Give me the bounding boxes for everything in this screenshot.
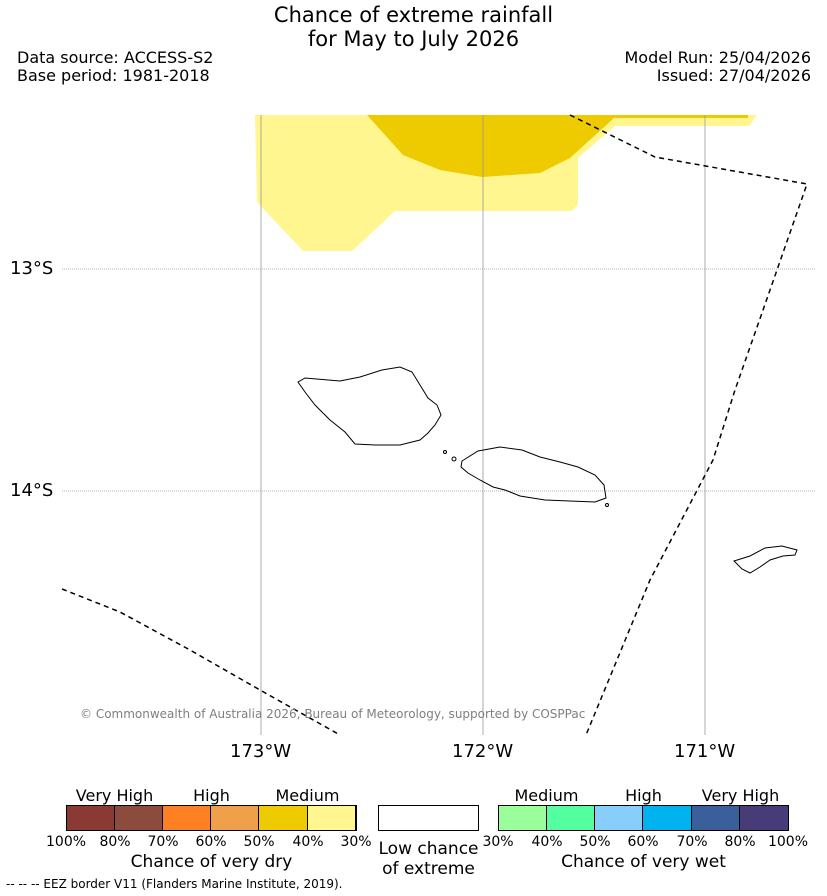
data-source: Data source: ACCESS-S2 xyxy=(17,48,214,67)
map-title-line2: for May to July 2026 xyxy=(307,27,520,51)
dry-swatch-3 xyxy=(163,805,211,830)
wet-colorbar-frame xyxy=(498,805,789,831)
wet-swatch-4 xyxy=(643,805,692,830)
dry-tick: 70% xyxy=(147,834,179,850)
lon-label-171w: 171°W xyxy=(674,741,736,762)
eez-border xyxy=(61,114,808,736)
base-period: Base period: 1981-2018 xyxy=(17,66,210,85)
dry-swatch-1 xyxy=(66,805,115,830)
wet-header-high: High xyxy=(625,786,662,805)
wet-tick: 80% xyxy=(724,834,756,850)
wet-tick: 100% xyxy=(767,834,809,850)
wet-swatch-1 xyxy=(498,805,547,830)
dry-swatch-6 xyxy=(308,805,356,830)
wet-caption: Chance of very wet xyxy=(561,852,726,872)
dry-header-high: High xyxy=(193,786,230,805)
model-run: Model Run: 25/04/2026 xyxy=(624,48,812,67)
lon-label-173w: 173°W xyxy=(230,741,292,762)
map-title-line1: Chance of extreme rainfall xyxy=(273,3,554,27)
wet-swatch-5 xyxy=(692,805,740,830)
dry-tick: 30% xyxy=(340,834,372,850)
eez-footnote: -- -- -- EEZ border V11 (Flanders Marine… xyxy=(6,877,343,891)
dry-tick: 40% xyxy=(292,834,324,850)
wet-swatch-6 xyxy=(740,805,789,830)
wet-tick: 50% xyxy=(579,834,611,850)
wet-swatch-3 xyxy=(595,805,643,830)
copyright-notice: © Commonwealth of Australia 2026, Bureau… xyxy=(80,707,586,721)
dry-swatch-2 xyxy=(115,805,163,830)
dry-header-very-high: Very High xyxy=(75,786,154,805)
rainfall-light-yellow-area xyxy=(255,115,757,251)
dry-tick: 80% xyxy=(99,834,131,850)
upolu-island xyxy=(443,446,609,507)
dry-swatch-4 xyxy=(211,805,259,830)
savaii-island xyxy=(297,366,442,446)
dry-header-medium: Medium xyxy=(275,786,340,805)
dry-tick: 100% xyxy=(46,834,87,850)
lat-label-13s: 13°S xyxy=(10,258,54,279)
rainfall-medium-yellow-area xyxy=(367,115,748,177)
dry-tick: 50% xyxy=(243,834,275,850)
wet-tick: 70% xyxy=(676,834,708,850)
low-chance-caption-line2: of extreme xyxy=(382,859,475,879)
dry-tick: 60% xyxy=(195,834,227,850)
issued-date: Issued: 27/04/2026 xyxy=(656,66,811,85)
lat-label-14s: 14°S xyxy=(10,480,54,501)
map-gridlines xyxy=(62,115,815,735)
tutuila-island xyxy=(733,545,798,574)
dry-colorbar-frame xyxy=(66,805,357,831)
wet-tick: 40% xyxy=(531,834,563,850)
low-chance-caption-line1: Low chance xyxy=(378,839,479,859)
wet-header-medium: Medium xyxy=(514,786,579,805)
wet-tick: 30% xyxy=(482,834,514,850)
wet-tick: 60% xyxy=(627,834,659,850)
low-chance-swatch xyxy=(378,805,479,831)
wet-header-very-high: Very High xyxy=(701,786,780,805)
lon-label-172w: 172°W xyxy=(452,741,514,762)
dry-swatch-5 xyxy=(259,805,308,830)
dry-caption: Chance of very dry xyxy=(130,852,293,872)
wet-swatch-2 xyxy=(547,805,595,830)
